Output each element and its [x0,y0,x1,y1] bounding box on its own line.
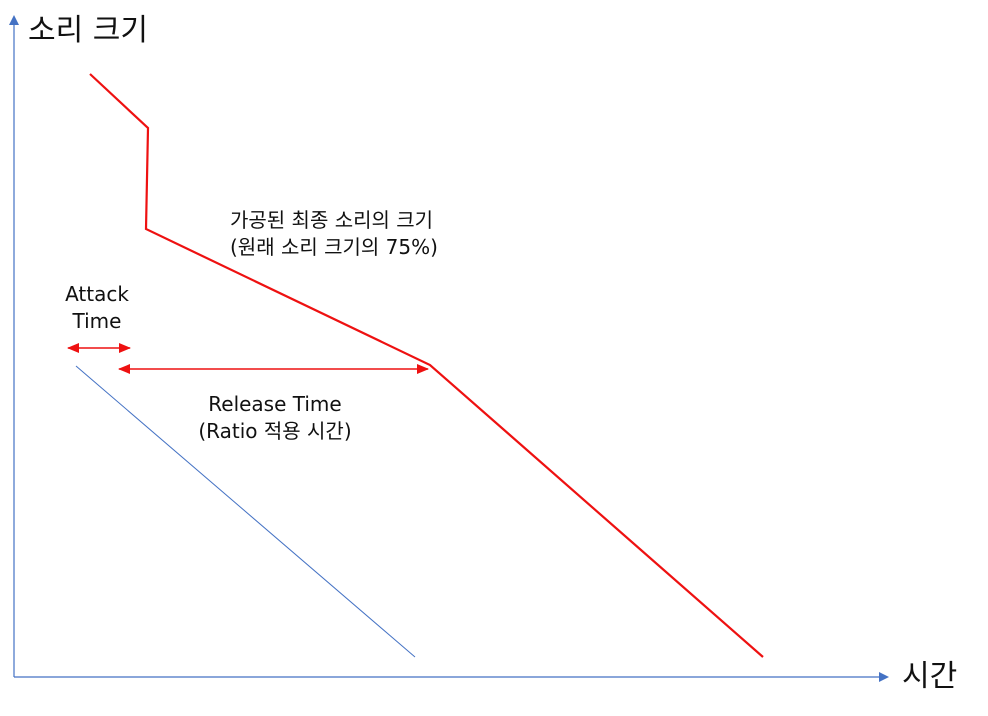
release-time-line2: (Ratio 적용 시간) [175,418,375,445]
processed-volume-line1: 가공된 최종 소리의 크기 [230,207,438,234]
attack-time-annotation: Attack Time [57,281,137,335]
processed-volume-curve [90,74,763,657]
attack-time-line2: Time [57,308,137,335]
y-axis-label: 소리 크기 [28,14,148,48]
release-time-annotation: Release Time (Ratio 적용 시간) [175,391,375,445]
processed-volume-annotation: 가공된 최종 소리의 크기 (원래 소리 크기의 75%) [230,207,438,261]
x-axis-label: 시간 [902,660,957,694]
release-time-line1: Release Time [175,391,375,418]
attack-time-line1: Attack [57,281,137,308]
processed-volume-line2: (원래 소리 크기의 75%) [230,234,438,261]
